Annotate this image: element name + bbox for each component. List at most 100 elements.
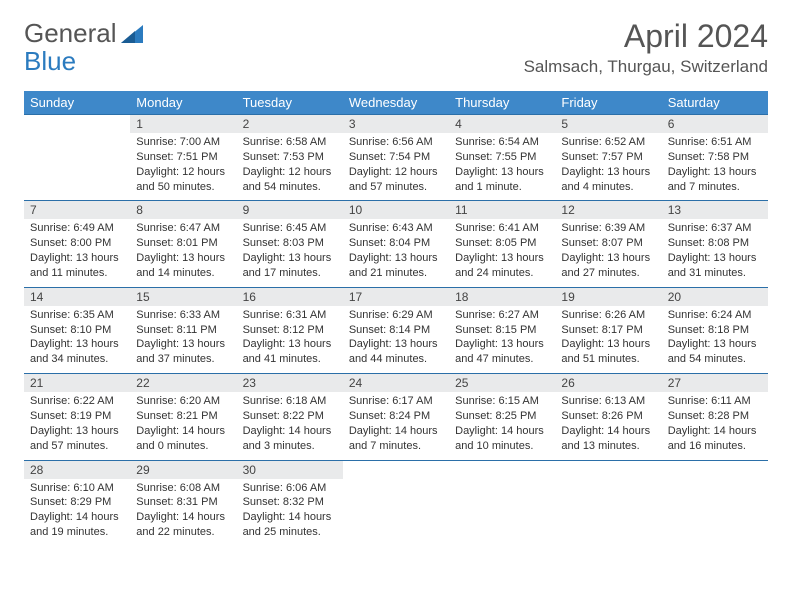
sunset-text: Sunset: 8:29 PM — [30, 495, 124, 510]
day-number-row: 78910111213 — [24, 201, 768, 220]
sunrise-text: Sunrise: 7:00 AM — [136, 135, 230, 150]
day-content-cell: Sunrise: 6:27 AMSunset: 8:15 PMDaylight:… — [449, 306, 555, 374]
day-content-cell: Sunrise: 6:54 AMSunset: 7:55 PMDaylight:… — [449, 133, 555, 201]
daylight-text: Daylight: 13 hours and 21 minutes. — [349, 251, 443, 281]
daylight-text: Daylight: 13 hours and 41 minutes. — [243, 337, 337, 367]
day-number-cell: 15 — [130, 287, 236, 306]
day-number-cell: 1 — [130, 115, 236, 134]
day-content-cell: Sunrise: 6:13 AMSunset: 8:26 PMDaylight:… — [555, 392, 661, 460]
sunrise-text: Sunrise: 6:13 AM — [561, 394, 655, 409]
daylight-text: Daylight: 14 hours and 19 minutes. — [30, 510, 124, 540]
daylight-text: Daylight: 13 hours and 34 minutes. — [30, 337, 124, 367]
sunrise-text: Sunrise: 6:22 AM — [30, 394, 124, 409]
sunset-text: Sunset: 8:12 PM — [243, 323, 337, 338]
sunset-text: Sunset: 7:57 PM — [561, 150, 655, 165]
sunrise-text: Sunrise: 6:08 AM — [136, 481, 230, 496]
sunrise-text: Sunrise: 6:43 AM — [349, 221, 443, 236]
sunset-text: Sunset: 8:18 PM — [668, 323, 762, 338]
sunset-text: Sunset: 7:58 PM — [668, 150, 762, 165]
daylight-text: Daylight: 13 hours and 54 minutes. — [668, 337, 762, 367]
sunset-text: Sunset: 8:19 PM — [30, 409, 124, 424]
day-content-cell: Sunrise: 6:15 AMSunset: 8:25 PMDaylight:… — [449, 392, 555, 460]
daylight-text: Daylight: 14 hours and 10 minutes. — [455, 424, 549, 454]
logo-triangle-icon — [121, 25, 143, 43]
sunrise-text: Sunrise: 6:51 AM — [668, 135, 762, 150]
title-block: April 2024 Salmsach, Thurgau, Switzerlan… — [524, 18, 768, 77]
day-number-cell: 18 — [449, 287, 555, 306]
day-number-cell: 14 — [24, 287, 130, 306]
sunset-text: Sunset: 8:31 PM — [136, 495, 230, 510]
day-content-cell: Sunrise: 6:29 AMSunset: 8:14 PMDaylight:… — [343, 306, 449, 374]
day-number-row: 123456 — [24, 115, 768, 134]
weekday-header: Wednesday — [343, 91, 449, 115]
weekday-header-row: Sunday Monday Tuesday Wednesday Thursday… — [24, 91, 768, 115]
day-content-cell: Sunrise: 6:22 AMSunset: 8:19 PMDaylight:… — [24, 392, 130, 460]
day-content-cell: Sunrise: 6:47 AMSunset: 8:01 PMDaylight:… — [130, 219, 236, 287]
daylight-text: Daylight: 13 hours and 14 minutes. — [136, 251, 230, 281]
daylight-text: Daylight: 13 hours and 31 minutes. — [668, 251, 762, 281]
day-content-cell: Sunrise: 6:33 AMSunset: 8:11 PMDaylight:… — [130, 306, 236, 374]
day-number-cell: 2 — [237, 115, 343, 134]
day-content-cell: Sunrise: 6:45 AMSunset: 8:03 PMDaylight:… — [237, 219, 343, 287]
sunset-text: Sunset: 8:04 PM — [349, 236, 443, 251]
day-content-cell: Sunrise: 6:51 AMSunset: 7:58 PMDaylight:… — [662, 133, 768, 201]
daylight-text: Daylight: 14 hours and 16 minutes. — [668, 424, 762, 454]
sunrise-text: Sunrise: 6:58 AM — [243, 135, 337, 150]
daylight-text: Daylight: 13 hours and 27 minutes. — [561, 251, 655, 281]
sunrise-text: Sunrise: 6:41 AM — [455, 221, 549, 236]
daylight-text: Daylight: 13 hours and 51 minutes. — [561, 337, 655, 367]
day-number-cell: 27 — [662, 374, 768, 393]
daylight-text: Daylight: 14 hours and 3 minutes. — [243, 424, 337, 454]
weekday-header: Friday — [555, 91, 661, 115]
sunset-text: Sunset: 8:22 PM — [243, 409, 337, 424]
day-content-cell: Sunrise: 6:10 AMSunset: 8:29 PMDaylight:… — [24, 479, 130, 546]
day-number-cell: 3 — [343, 115, 449, 134]
day-content-cell: Sunrise: 6:24 AMSunset: 8:18 PMDaylight:… — [662, 306, 768, 374]
day-content-cell: Sunrise: 6:17 AMSunset: 8:24 PMDaylight:… — [343, 392, 449, 460]
sunset-text: Sunset: 8:07 PM — [561, 236, 655, 251]
day-content-cell: Sunrise: 6:41 AMSunset: 8:05 PMDaylight:… — [449, 219, 555, 287]
sunrise-text: Sunrise: 6:10 AM — [30, 481, 124, 496]
day-number-cell: 26 — [555, 374, 661, 393]
daylight-text: Daylight: 13 hours and 37 minutes. — [136, 337, 230, 367]
day-content-row: Sunrise: 7:00 AMSunset: 7:51 PM Daylight:… — [24, 133, 768, 201]
day-number-cell: 16 — [237, 287, 343, 306]
day-number-cell: 29 — [130, 460, 236, 479]
day-number-cell: 12 — [555, 201, 661, 220]
day-number-cell: 5 — [555, 115, 661, 134]
weekday-header: Monday — [130, 91, 236, 115]
sunset-text: Sunset: 7:53 PM — [243, 150, 337, 165]
day-number-cell: 20 — [662, 287, 768, 306]
day-number-cell: 28 — [24, 460, 130, 479]
day-content-cell: Sunrise: 6:31 AMSunset: 8:12 PMDaylight:… — [237, 306, 343, 374]
calendar-table: Sunday Monday Tuesday Wednesday Thursday… — [24, 91, 768, 546]
daylight-text: Daylight: 14 hours and 13 minutes. — [561, 424, 655, 454]
day-number-cell: 9 — [237, 201, 343, 220]
day-number-cell: 21 — [24, 374, 130, 393]
day-number-row: 14151617181920 — [24, 287, 768, 306]
sunset-text: Sunset: 8:00 PM — [30, 236, 124, 251]
daylight-text: Daylight: 14 hours and 7 minutes. — [349, 424, 443, 454]
sunrise-text: Sunrise: 6:56 AM — [349, 135, 443, 150]
sunrise-text: Sunrise: 6:29 AM — [349, 308, 443, 323]
daylight-text: Daylight: 13 hours and 57 minutes. — [30, 424, 124, 454]
daylight-text: Daylight: 13 hours and 1 minute. — [455, 165, 549, 195]
weekday-header: Saturday — [662, 91, 768, 115]
sunset-text: Sunset: 7:51 PM — [136, 150, 230, 165]
sunrise-text: Sunrise: 6:11 AM — [668, 394, 762, 409]
sunrise-text: Sunrise: 6:49 AM — [30, 221, 124, 236]
day-number-cell: 17 — [343, 287, 449, 306]
sunrise-text: Sunrise: 6:47 AM — [136, 221, 230, 236]
sunrise-text: Sunrise: 6:45 AM — [243, 221, 337, 236]
day-number-cell: 6 — [662, 115, 768, 134]
day-content-cell: Sunrise: 7:00 AMSunset: 7:51 PMDaylight:… — [130, 133, 236, 201]
daylight-text: Daylight: 14 hours and 0 minutes. — [136, 424, 230, 454]
sunset-text: Sunset: 8:25 PM — [455, 409, 549, 424]
sunrise-text: Sunrise: 6:39 AM — [561, 221, 655, 236]
day-number-cell: 4 — [449, 115, 555, 134]
day-content-cell: Sunrise: 6:52 AMSunset: 7:57 PMDaylight:… — [555, 133, 661, 201]
day-content-row: Sunrise: 6:35 AMSunset: 8:10 PMDaylight:… — [24, 306, 768, 374]
weekday-header: Thursday — [449, 91, 555, 115]
daylight-text: Daylight: 12 hours and 57 minutes. — [349, 165, 443, 195]
day-content-cell — [555, 479, 661, 546]
